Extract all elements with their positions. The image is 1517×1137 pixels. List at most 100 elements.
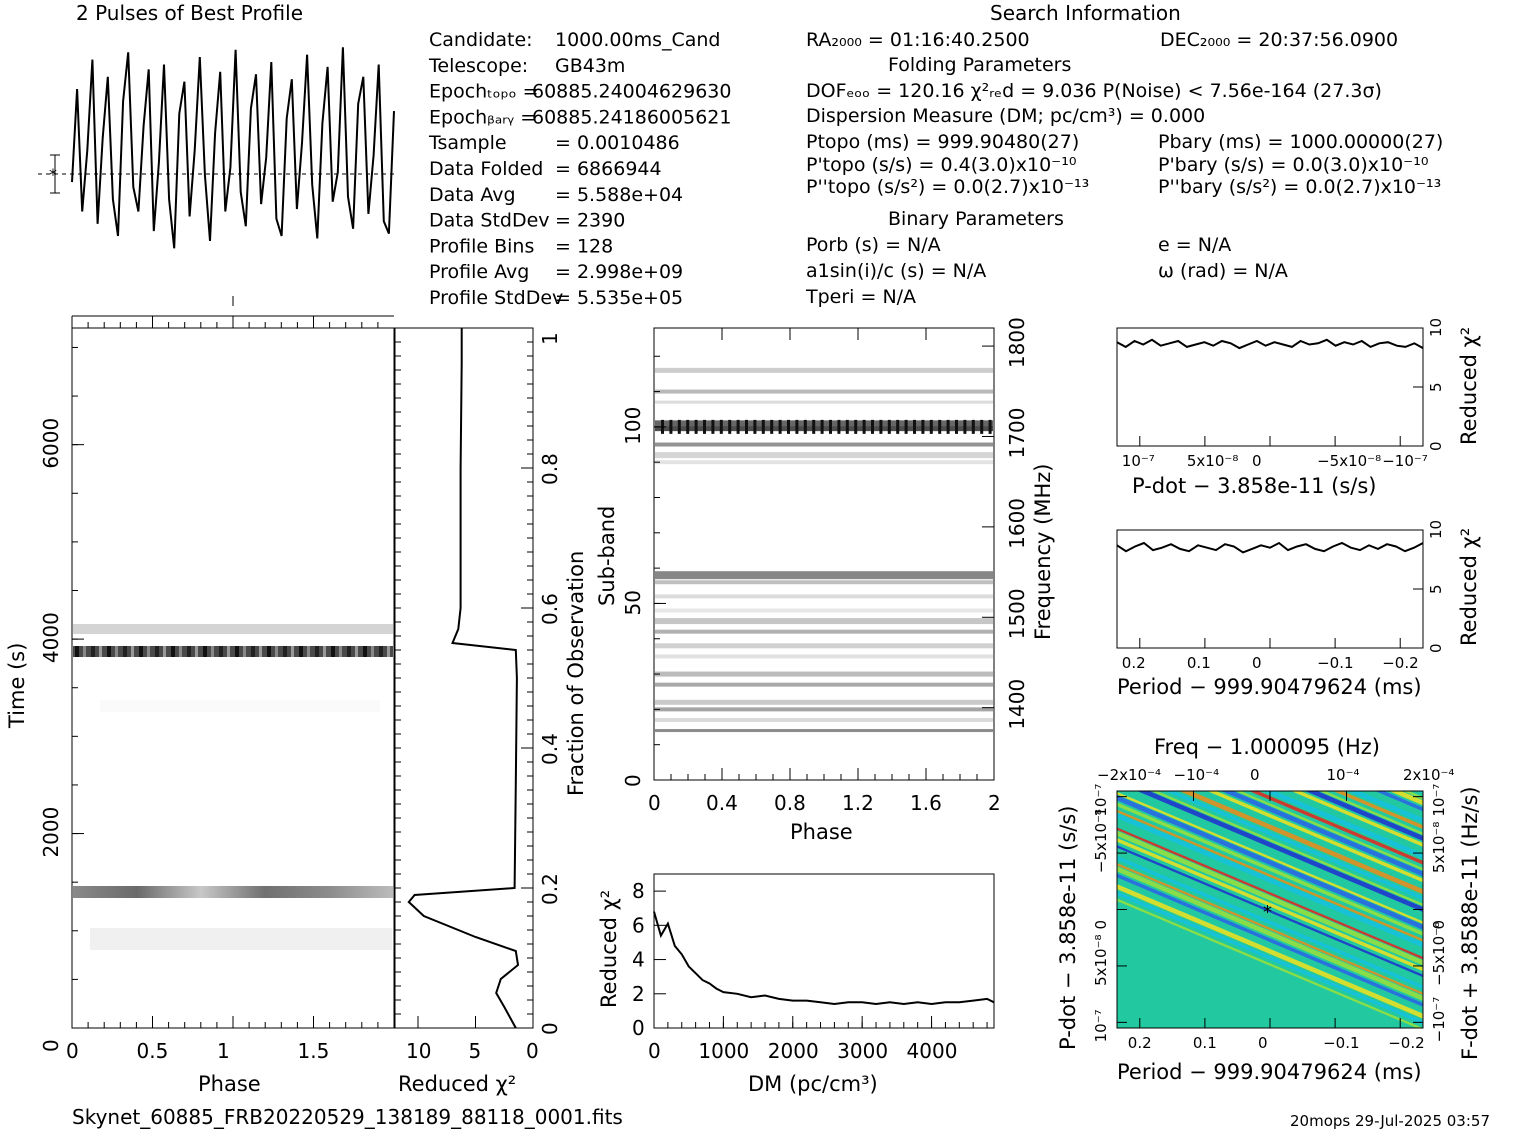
ppdot-stripe bbox=[1165, 791, 1423, 901]
ppdot-stripe bbox=[1277, 791, 1423, 853]
ppdot-stripe bbox=[1117, 827, 1423, 960]
ppdot-stripe bbox=[1207, 791, 1423, 883]
ppdot-stripe bbox=[1117, 855, 1423, 990]
chi-xtick-label: −0.2 bbox=[1382, 654, 1418, 672]
chi-xtick-label: 0.2 bbox=[1122, 654, 1146, 672]
footer-filename: Skynet_60885_FRB20220529_138189_88118_00… bbox=[72, 1105, 623, 1129]
a1sini: a1sin(i)/c (s) = N/A bbox=[806, 260, 986, 282]
subband-pulse bbox=[955, 419, 958, 434]
omega: ω (rad) = N/A bbox=[1158, 260, 1288, 282]
subband-pulse bbox=[946, 419, 950, 434]
ppdot-stripe bbox=[1117, 873, 1423, 1007]
subband-pulse bbox=[929, 419, 933, 434]
candidate-label: Data Avg bbox=[429, 184, 516, 206]
chi-time-xlabel: Reduced χ² bbox=[398, 1072, 516, 1096]
subband-pulse bbox=[770, 419, 774, 434]
candidate-label: Profile StdDev bbox=[429, 287, 563, 309]
candidate-value: GB43m bbox=[555, 55, 625, 77]
ppdot-stripe bbox=[1319, 791, 1423, 836]
ppdot-stripe bbox=[1117, 820, 1423, 954]
subband-row bbox=[655, 643, 993, 649]
chi-xtick-label: −0.1 bbox=[1317, 654, 1353, 672]
pddbary: P''bary (s/s²) = 0.0(2.7)x10⁻¹³ bbox=[1158, 176, 1441, 198]
ppdot-stripe bbox=[1151, 791, 1423, 907]
pp-ltick-label: 0 bbox=[1092, 920, 1110, 930]
candidate-label: Tsample bbox=[428, 132, 507, 154]
ct-ytick-label: 0.6 bbox=[538, 593, 562, 625]
chi-time-line bbox=[407, 328, 520, 1029]
period-yticks: 0 5 10 bbox=[1413, 520, 1445, 653]
ct-ytick-label: 1 bbox=[538, 332, 562, 345]
candidate-label: Data StdDev bbox=[429, 210, 550, 232]
ppdot-stripe bbox=[1417, 791, 1423, 794]
time-band-4100 bbox=[73, 624, 393, 634]
dm-line: Dispersion Measure (DM; pc/cm³) = 0.000 bbox=[806, 105, 1205, 127]
chi-time-right-label: Fraction of Observation bbox=[564, 551, 588, 796]
subband-row bbox=[655, 452, 993, 459]
period-xlabel: Period − 999.90479624 (ms) bbox=[1117, 675, 1422, 699]
subband-pulse bbox=[728, 419, 732, 434]
pp-ltick-label: 10⁻⁷ bbox=[1092, 1009, 1110, 1042]
ppdot-best-marker: * bbox=[1263, 902, 1272, 923]
chi-time-plot: 10 5 0 0 0.2 0.4 0.6 0.8 1 Reduced χ² Fraction … bbox=[394, 327, 588, 1096]
sb-ytick-label: 0 bbox=[621, 774, 645, 787]
candidate-value: = 128 bbox=[555, 235, 613, 257]
ppdot-left-label: P-dot − 3.858e-11 (s/s) bbox=[1056, 806, 1080, 1051]
ppdot-stripe bbox=[1117, 891, 1423, 1025]
ppdot-top-ticks: −2x10⁻⁴ −10⁻⁴ 0 10⁻⁴ 2x10⁻⁴ bbox=[1097, 766, 1454, 801]
subband-yticks: 0 50 100 bbox=[621, 355, 666, 787]
subband-plot: 0 0.4 0.8 1.2 1.6 2 0 50 100 1400 1500 1600 1700 18… bbox=[595, 317, 1055, 844]
candidate-label: Profile Avg bbox=[429, 261, 529, 283]
chi-time-frame bbox=[394, 327, 534, 1029]
subband-row bbox=[655, 426, 993, 432]
ppdot-stripe bbox=[1117, 802, 1423, 936]
subband-pulse bbox=[812, 419, 816, 434]
eccentricity: e = N/A bbox=[1158, 234, 1231, 256]
dm-xtick-label: 4000 bbox=[907, 1039, 958, 1063]
chi-time-yticks: 0 0.2 0.4 0.6 0.8 1 bbox=[395, 327, 562, 1035]
ptopo: Ptopo (ms) = 999.90480(27) bbox=[806, 131, 1079, 153]
time-phase-xlabel: Phase bbox=[198, 1072, 261, 1096]
subband-pulse bbox=[879, 419, 883, 434]
subband-pulse bbox=[778, 419, 782, 434]
subband-xlabel: Phase bbox=[790, 820, 853, 844]
sb-xtick-label: 0.4 bbox=[706, 791, 738, 815]
porb: Porb (s) = N/A bbox=[806, 234, 941, 256]
chi-ytick-label: 5 bbox=[1427, 382, 1445, 392]
subband-row bbox=[655, 682, 993, 687]
subband-row bbox=[655, 671, 993, 677]
pdot-xticks: 10⁻⁷ 5x10⁻⁸ 0 −5x10⁻⁸ −10⁻⁷ bbox=[1122, 436, 1428, 470]
ppdot-stripe bbox=[1117, 837, 1423, 972]
subband-row bbox=[655, 580, 993, 585]
subband-row bbox=[655, 594, 993, 599]
subband-right-label: Frequency (MHz) bbox=[1031, 464, 1055, 640]
sb-rtick-label: 1800 bbox=[1005, 317, 1029, 368]
ppdot-stripe bbox=[1179, 791, 1423, 895]
subband-right-ticks: 1400 1500 1600 1700 1800 bbox=[982, 317, 1029, 730]
subband-row bbox=[655, 460, 993, 465]
pdtopo: P'topo (s/s) = 0.4(3.0)x10⁻¹⁰ bbox=[806, 154, 1076, 176]
sb-ytick-label: 50 bbox=[621, 590, 645, 615]
ppdot-stripe bbox=[1249, 791, 1423, 865]
dm-ylabel: Reduced χ² bbox=[597, 890, 621, 1008]
tp-xtick-label: 0 bbox=[66, 1039, 79, 1063]
candidate-info: Candidate: 1000.00ms_Cand Telescope: GB43m E… bbox=[428, 29, 731, 309]
profile-errorbar-marker: * bbox=[49, 165, 57, 184]
chi-xtick-label: 5x10⁻⁸ bbox=[1187, 452, 1238, 470]
subband-pulse bbox=[971, 419, 975, 434]
ppdot-stripe bbox=[1305, 791, 1423, 841]
time-phase-ylabel: Time (s) bbox=[5, 643, 29, 729]
ct-xtick-label: 10 bbox=[406, 1039, 431, 1063]
pp-rtick-label: −10⁻⁷ bbox=[1430, 997, 1448, 1043]
ppdot-stripe bbox=[1361, 791, 1423, 818]
chi-xtick-label: 0 bbox=[1252, 452, 1262, 470]
chi-ytick-label: 10 bbox=[1427, 520, 1445, 539]
period-ylabel: Reduced χ² bbox=[1457, 528, 1481, 646]
pdot-chi-plot: 10⁻⁷ 5x10⁻⁸ 0 −5x10⁻⁸ −10⁻⁷ 0 5 10 P-dot − 3.8… bbox=[1116, 318, 1481, 498]
ra-value: RA₂₀₀₀ = 01:16:40.2500 bbox=[806, 29, 1030, 51]
subband-pulse bbox=[862, 419, 866, 434]
period-xticks: 0.2 0.1 0 −0.1 −0.2 bbox=[1122, 638, 1419, 672]
dm-xtick-label: 2000 bbox=[768, 1039, 819, 1063]
pp-top-tick-label: 10⁻⁴ bbox=[1327, 766, 1360, 784]
ppdot-stripe bbox=[1117, 898, 1423, 1028]
